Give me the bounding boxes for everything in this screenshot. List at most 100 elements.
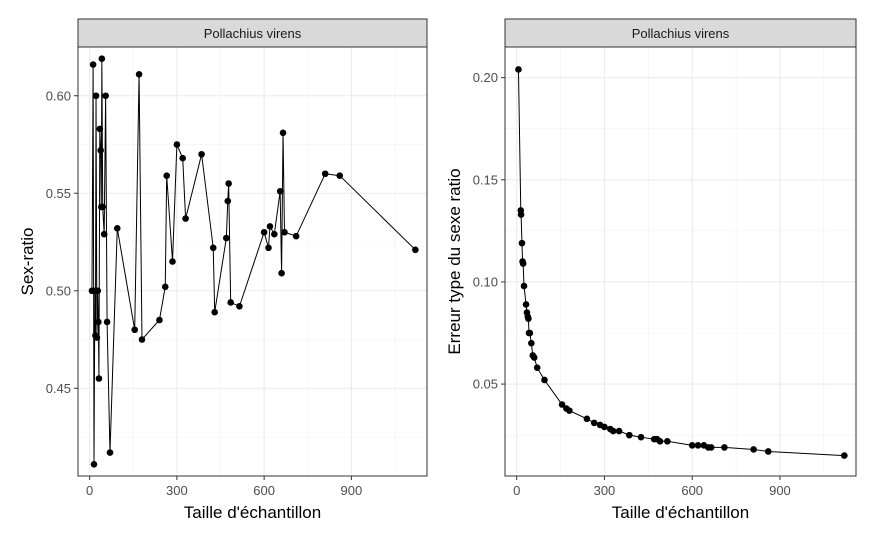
x-tick-label: 600: [681, 483, 703, 498]
data-point: [90, 461, 98, 468]
y-axis-ticks: 0.45 0.50 0.55 0.60: [46, 88, 78, 396]
x-axis-title: Taille d'échantillon: [612, 503, 749, 522]
data-point: [99, 203, 107, 211]
data-point: [163, 172, 171, 179]
data-point: [103, 318, 111, 326]
data-point: [100, 230, 108, 238]
y-tick-label: 0.60: [46, 88, 71, 103]
y-tick-label: 0.05: [473, 377, 498, 392]
data-point: [750, 446, 757, 453]
data-point: [97, 147, 104, 154]
data-point: [688, 442, 696, 449]
data-point: [278, 269, 285, 277]
facet-strip-label: Pollachius virens: [632, 26, 730, 41]
data-point: [95, 318, 102, 326]
data-point: [173, 141, 181, 148]
data-point: [541, 376, 548, 384]
data-point: [93, 334, 101, 341]
x-axis-ticks: 0 300 600 900: [86, 476, 362, 498]
data-point: [265, 244, 272, 252]
data-point: [182, 215, 189, 222]
y-axis-title: Sex-ratio: [18, 227, 37, 295]
data-point: [526, 329, 534, 337]
data-point: [236, 303, 243, 310]
gridlines: [78, 47, 427, 476]
data-point: [131, 326, 139, 334]
sex-ratio-panel: Pollachius virens 0 300 600 900 0.45 0.50 0.5…: [18, 18, 428, 522]
data-point: [276, 188, 284, 195]
data-point: [583, 415, 591, 423]
y-tick-label: 0.20: [473, 70, 498, 85]
data-point: [92, 92, 100, 100]
data-point: [223, 234, 230, 242]
data-point: [412, 246, 419, 254]
data-point: [292, 232, 300, 240]
data-point: [520, 282, 528, 290]
data-point: [530, 354, 538, 361]
data-point: [96, 125, 104, 133]
x-axis-ticks: 0 300 600 900: [513, 476, 791, 498]
data-points: [88, 55, 419, 468]
y-tick-label: 0.50: [46, 283, 71, 298]
data-point: [113, 225, 121, 232]
data-points: [515, 66, 848, 459]
data-point: [609, 427, 617, 435]
data-point: [533, 364, 541, 372]
data-point: [566, 407, 573, 414]
data-point: [528, 339, 535, 347]
x-tick-label: 0: [86, 483, 93, 498]
plot-background: [78, 47, 427, 476]
data-point: [161, 283, 169, 291]
data-point: [138, 336, 146, 343]
x-tick-label: 600: [253, 483, 275, 498]
data-point: [637, 433, 645, 441]
data-point: [601, 423, 608, 431]
x-tick-label: 300: [166, 483, 188, 498]
data-point: [707, 444, 715, 451]
facet-strip-label: Pollachius virens: [204, 26, 302, 41]
data-point: [89, 61, 97, 68]
data-point: [841, 452, 848, 459]
data-point: [590, 419, 598, 427]
data-point: [515, 66, 522, 73]
facet-strip: [77, 18, 428, 48]
data-point: [525, 315, 532, 323]
data-point: [615, 427, 623, 435]
data-point: [98, 55, 106, 62]
facet-strip: [504, 18, 857, 48]
data-point: [227, 299, 234, 306]
y-axis-title: Erreur type du sexe ratio: [445, 168, 464, 354]
data-point: [519, 260, 527, 267]
data-point: [271, 230, 278, 238]
data-point: [209, 244, 217, 252]
data-point: [102, 92, 109, 100]
data-point: [94, 287, 102, 295]
data-point: [522, 301, 530, 308]
x-tick-label: 300: [594, 483, 616, 498]
standard-error-panel: Pollachius virens 0 300 600 900 0.05 0.10 0.1…: [445, 18, 857, 522]
data-point: [626, 431, 633, 439]
data-point: [281, 228, 288, 236]
data-point: [169, 258, 176, 265]
data-point: [156, 316, 163, 324]
data-point: [198, 150, 205, 158]
x-tick-label: 900: [769, 483, 791, 498]
y-tick-label: 0.45: [46, 381, 71, 396]
data-point: [656, 437, 664, 445]
data-point: [224, 197, 232, 205]
data-point: [266, 223, 274, 230]
y-axis-ticks: 0.05 0.10 0.15 0.20: [473, 70, 505, 392]
data-point: [518, 239, 526, 247]
data-point: [336, 172, 344, 179]
data-point: [694, 442, 702, 449]
data-point: [260, 228, 268, 236]
y-tick-label: 0.55: [46, 186, 71, 201]
data-point: [558, 401, 566, 408]
data-point: [106, 449, 114, 456]
data-point: [664, 437, 671, 445]
data-point: [135, 71, 143, 78]
plot-background: [505, 47, 856, 476]
data-point: [179, 154, 186, 162]
x-axis-title: Taille d'échantillon: [184, 503, 321, 522]
panel-border: [504, 46, 857, 477]
